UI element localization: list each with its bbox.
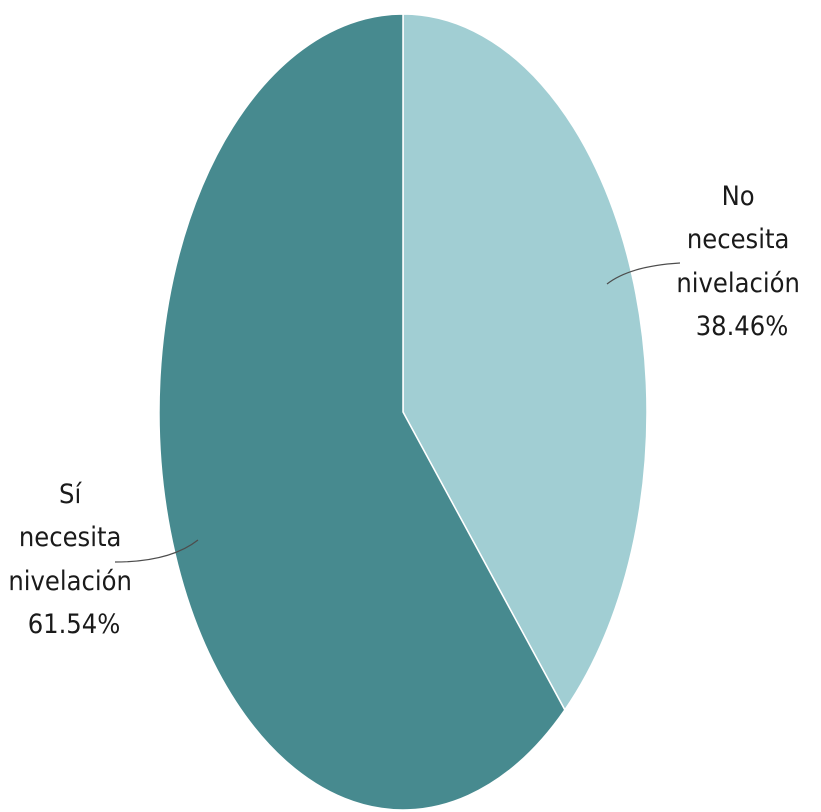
slices-layer (158, 13, 648, 811)
slice-label-line: nivelación (676, 268, 799, 299)
slice-label-line: nivelación (8, 566, 131, 597)
leader-line-no-necesita (606, 262, 681, 285)
pie-slice-no-necesita (402, 13, 648, 712)
slice-value-label: 61.54% (28, 609, 121, 640)
leader-line-si-necesita (114, 539, 199, 563)
slice-value-label: 38.46% (696, 311, 789, 342)
leader-lines-layer (114, 262, 681, 563)
slice-label-line: No (722, 181, 755, 212)
slice-label-no-necesita: No necesita nivelación 38.46% (676, 181, 807, 342)
slice-label-line: necesita (687, 224, 789, 255)
slice-label-si-necesita: Sí necesita nivelación 61.54% (8, 479, 139, 640)
slice-label-line: Sí (59, 479, 82, 510)
slice-label-line: necesita (19, 522, 121, 553)
